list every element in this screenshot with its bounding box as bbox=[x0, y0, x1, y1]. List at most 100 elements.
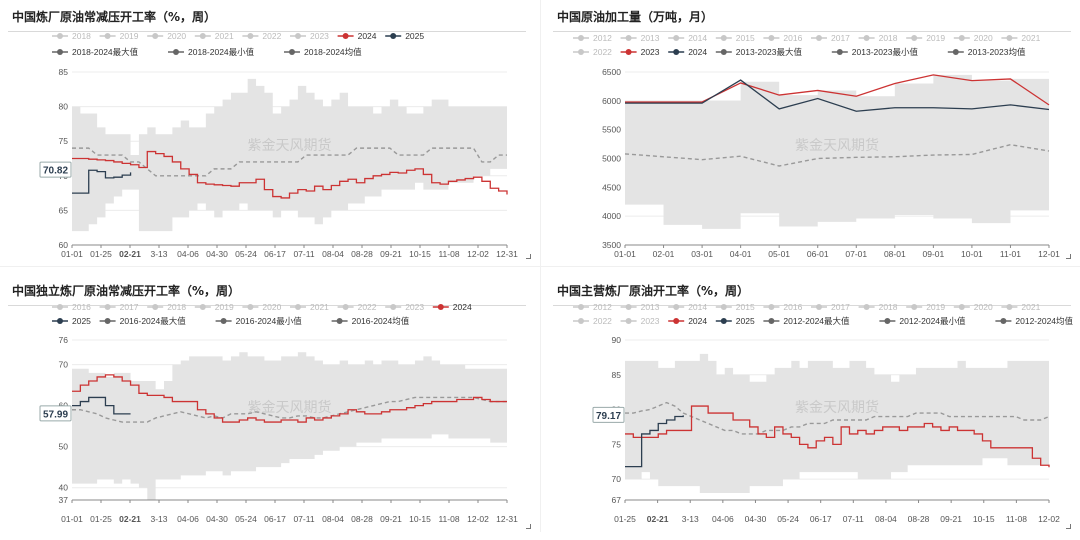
x-tick-label: 04-01 bbox=[730, 249, 752, 259]
legend-item[interactable]: 2018-2024均值 bbox=[284, 47, 362, 57]
x-tick-label: 09-21 bbox=[940, 514, 962, 524]
x-tick-label: 11-08 bbox=[438, 249, 459, 259]
legend-item[interactable]: 2021 bbox=[194, 31, 234, 41]
legend-item[interactable]: 2014 bbox=[668, 33, 707, 43]
legend-item[interactable]: 2021 bbox=[290, 302, 329, 312]
legend-item[interactable]: 2018 bbox=[52, 31, 91, 41]
legend-label: 2023 bbox=[405, 302, 424, 312]
legend-item[interactable]: 2012-2024最小值 bbox=[879, 316, 966, 326]
legend-item[interactable]: 2019 bbox=[194, 302, 234, 312]
legend-item[interactable]: 2013 bbox=[620, 33, 660, 43]
y-tick-label: 75 bbox=[59, 136, 69, 146]
legend-item[interactable]: 2017 bbox=[811, 302, 850, 312]
legend-item[interactable]: 2017 bbox=[99, 302, 139, 312]
chart-title: 中国独立炼厂原油常减压开工率（%，周） bbox=[12, 284, 241, 298]
legend-label: 2018-2024最小值 bbox=[188, 47, 255, 57]
legend-item[interactable]: 2025 bbox=[52, 316, 91, 326]
legend-label: 2024 bbox=[453, 302, 472, 312]
legend-label: 2017 bbox=[831, 302, 850, 312]
legend-item[interactable]: 2016 bbox=[52, 302, 91, 312]
legend-item[interactable]: 2018 bbox=[858, 33, 898, 43]
legend-label: 2012 bbox=[593, 302, 612, 312]
legend-item[interactable]: 2012 bbox=[573, 302, 612, 312]
legend-dot-icon bbox=[673, 49, 680, 55]
legend-item[interactable]: 2013-2023均值 bbox=[947, 47, 1026, 57]
legend-item[interactable]: 2012-2024最大值 bbox=[763, 316, 850, 326]
resize-corner-icon[interactable] bbox=[1066, 254, 1071, 259]
legend-item[interactable]: 2016-2024最小值 bbox=[215, 316, 303, 326]
legend-item[interactable]: 2015 bbox=[715, 302, 755, 312]
legend-item[interactable]: 2022 bbox=[337, 302, 377, 312]
legend-item[interactable]: 2024 bbox=[337, 31, 377, 41]
x-tick-label: 10-01 bbox=[961, 249, 983, 259]
legend-item[interactable]: 2013-2023最小值 bbox=[831, 47, 919, 57]
legend-label: 2021 bbox=[1021, 33, 1040, 43]
legend-item[interactable]: 2020 bbox=[953, 33, 993, 43]
legend-item[interactable]: 2024 bbox=[668, 47, 707, 57]
legend-label: 2012-2024最大值 bbox=[783, 316, 850, 326]
legend-label: 2013-2023最小值 bbox=[852, 47, 919, 57]
legend-label: 2021 bbox=[1021, 302, 1040, 312]
legend-item[interactable]: 2019 bbox=[99, 31, 139, 41]
legend-item[interactable]: 2012-2024均值 bbox=[995, 316, 1074, 326]
legend-item[interactable]: 2022 bbox=[242, 31, 282, 41]
x-tick-label: 08-28 bbox=[351, 514, 373, 524]
legend-item[interactable]: 2023 bbox=[620, 316, 660, 326]
legend-item[interactable]: 2013-2023最大值 bbox=[715, 47, 803, 57]
x-tick-label: 12-01 bbox=[1038, 249, 1060, 259]
legend-item[interactable]: 2025 bbox=[385, 31, 424, 41]
legend-item[interactable]: 2019 bbox=[906, 302, 945, 312]
legend-item[interactable]: 2016-2024最大值 bbox=[99, 316, 187, 326]
resize-corner-icon[interactable] bbox=[526, 254, 531, 259]
resize-corner-icon[interactable] bbox=[526, 524, 531, 529]
legend-label: 2012-2024均值 bbox=[1015, 316, 1073, 326]
x-tick-label: 10-15 bbox=[973, 514, 995, 524]
legend-dot-icon bbox=[768, 304, 775, 310]
legend-item[interactable]: 2017 bbox=[811, 33, 850, 43]
legend-dot-icon bbox=[1000, 318, 1007, 324]
x-tick-label: 12-02 bbox=[467, 514, 489, 524]
legend-item[interactable]: 2023 bbox=[385, 302, 424, 312]
x-tick-label: 09-21 bbox=[380, 514, 402, 524]
legend-item[interactable]: 2023 bbox=[290, 31, 329, 41]
legend-item[interactable]: 2023 bbox=[620, 47, 660, 57]
legend-item[interactable]: 2012 bbox=[573, 33, 612, 43]
legend-dot-icon bbox=[958, 35, 965, 41]
legend-item[interactable]: 2024 bbox=[432, 302, 472, 312]
x-tick-label: 01-25 bbox=[90, 514, 112, 524]
legend-dot-icon bbox=[342, 304, 349, 310]
legend-item[interactable]: 2020 bbox=[242, 302, 282, 312]
legend-item[interactable]: 2018-2024最大值 bbox=[52, 47, 139, 57]
chart-panel-crude-throughput: 中国原油加工量（万吨，月） 2012 2013 2014 2015 2016 2017 20… bbox=[545, 0, 1080, 266]
legend-item[interactable]: 2016 bbox=[763, 302, 803, 312]
x-tick-label: 12-31 bbox=[496, 249, 518, 259]
legend-dot-icon bbox=[578, 49, 584, 55]
legend-label: 2016 bbox=[72, 302, 91, 312]
legend-label: 2019 bbox=[926, 33, 945, 43]
legend-item[interactable]: 2018 bbox=[147, 302, 186, 312]
legend-item[interactable]: 2022 bbox=[573, 316, 612, 326]
legend-item[interactable]: 2016 bbox=[763, 33, 803, 43]
legend-item[interactable]: 2024 bbox=[668, 316, 707, 326]
legend-item[interactable]: 2014 bbox=[668, 302, 707, 312]
legend-item[interactable]: 2022 bbox=[573, 47, 612, 57]
legend-item[interactable]: 2018-2024最小值 bbox=[168, 47, 255, 57]
chart-title: 中国原油加工量（万吨，月） bbox=[557, 10, 714, 24]
legend-item[interactable]: 2019 bbox=[906, 33, 945, 43]
legend-item[interactable]: 2021 bbox=[1001, 302, 1041, 312]
legend-item[interactable]: 2025 bbox=[715, 316, 755, 326]
x-tick-label: 01-25 bbox=[90, 249, 112, 259]
legend-label: 2015 bbox=[736, 33, 755, 43]
legend-dot-icon bbox=[836, 49, 843, 55]
legend-item[interactable]: 2016-2024均值 bbox=[331, 316, 410, 326]
legend-item[interactable]: 2018 bbox=[858, 302, 898, 312]
legend-label: 2021 bbox=[310, 302, 329, 312]
legend-item[interactable]: 2020 bbox=[953, 302, 993, 312]
legend-item[interactable]: 2021 bbox=[1001, 33, 1041, 43]
resize-corner-icon[interactable] bbox=[1066, 524, 1071, 529]
legend-dot-icon bbox=[390, 304, 397, 310]
legend-item[interactable]: 2015 bbox=[715, 33, 755, 43]
legend-item[interactable]: 2020 bbox=[147, 31, 186, 41]
legend-item[interactable]: 2013 bbox=[620, 302, 660, 312]
legend-label: 2013-2023均值 bbox=[968, 47, 1026, 57]
